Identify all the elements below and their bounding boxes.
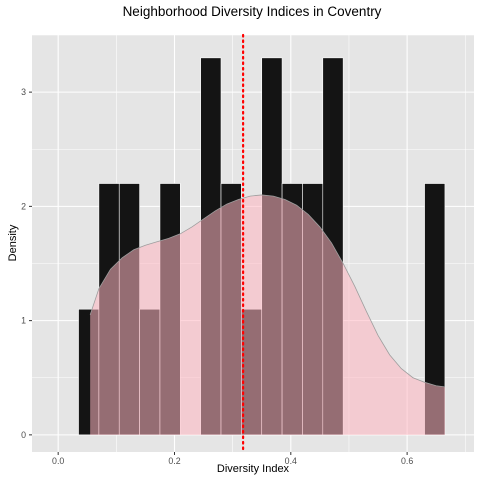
y-axis-ticks: 0 1 2 3 <box>21 87 32 440</box>
y-tick-label: 2 <box>21 201 26 211</box>
y-tick-label: 3 <box>21 87 26 97</box>
x-tick-label: 0.4 <box>285 456 297 466</box>
chart-title: Neighborhood Diversity Indices in Covent… <box>123 4 382 19</box>
x-axis-ticks: 0.0 0.2 0.4 0.6 <box>52 452 413 466</box>
density-curve <box>89 194 445 388</box>
histogram-bar <box>424 183 446 436</box>
x-axis-label: Diversity Index <box>217 463 290 475</box>
x-tick-label: 0.6 <box>401 456 413 466</box>
y-tick-label: 0 <box>21 430 26 440</box>
density-layer <box>89 194 445 435</box>
x-tick-label: 0.2 <box>168 456 180 466</box>
density-area <box>90 194 445 435</box>
y-tick-label: 1 <box>21 316 26 326</box>
x-tick-label: 0.0 <box>52 456 64 466</box>
y-axis-label: Density <box>7 224 19 261</box>
